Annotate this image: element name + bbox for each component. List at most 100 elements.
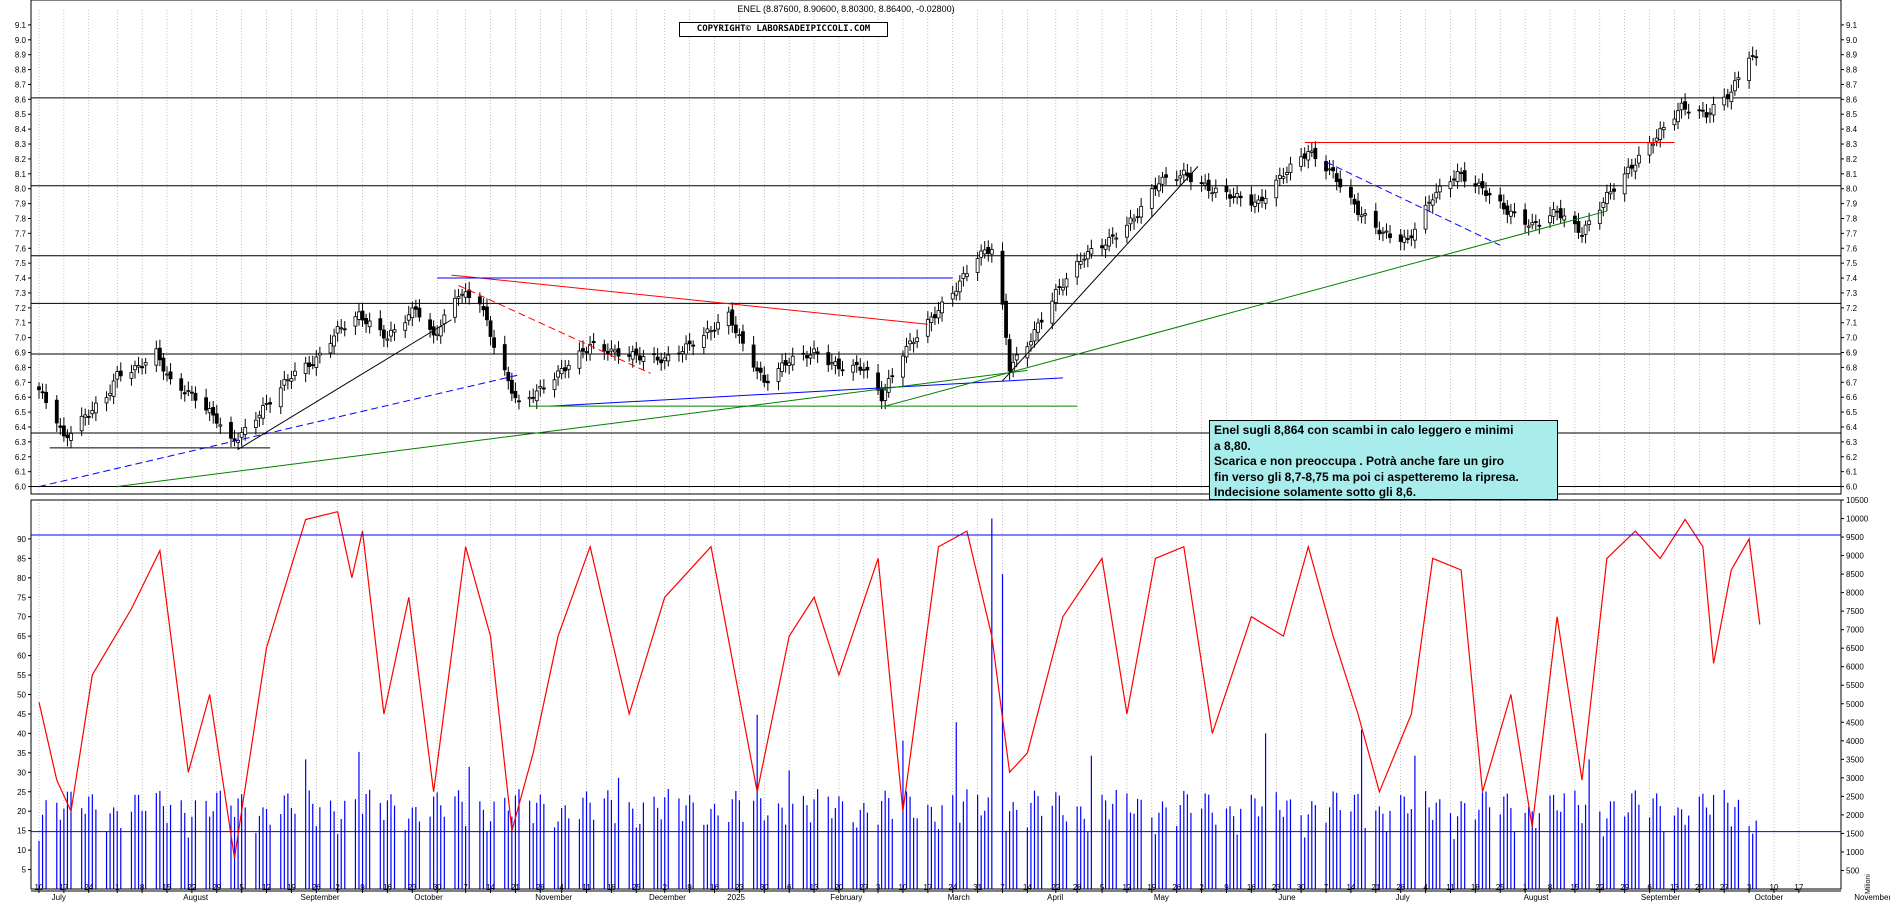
candle-body [1381, 231, 1385, 234]
volume-tick-label: 500 [1846, 866, 1860, 875]
volume-tick-label: 9500 [1846, 533, 1864, 542]
candle-body [229, 421, 233, 439]
candle-body [790, 355, 795, 366]
price-tick-label-right: 7.0 [1846, 334, 1858, 343]
candle-body [627, 354, 632, 357]
candle-body [392, 329, 397, 333]
candle-body [901, 355, 905, 378]
price-tick-label-left: 8.0 [15, 185, 27, 194]
candle-body [975, 258, 980, 273]
candle-body [737, 334, 742, 337]
candle-body [666, 354, 671, 362]
candle-body [534, 390, 539, 402]
x-day-label: 21 [511, 883, 520, 892]
candle-body [37, 386, 41, 391]
candle-body [1107, 237, 1112, 247]
x-day-label: 22 [187, 883, 196, 892]
x-month-label: February [830, 893, 862, 902]
price-tick-label-right: 7.3 [1846, 289, 1858, 298]
note-line: fin verso gli 8,7-8,75 ma poi ci aspette… [1214, 469, 1519, 484]
price-tick-label-left: 9.1 [15, 21, 27, 30]
candle-body [289, 378, 294, 382]
x-day-label: 26 [312, 883, 321, 892]
candle-body [961, 273, 966, 279]
candle-body [538, 386, 543, 389]
candle-body [509, 379, 514, 394]
candle-body [1384, 230, 1389, 233]
price-tick-label-left: 7.1 [15, 319, 27, 328]
x-day-label: 25 [632, 883, 641, 892]
candle-body [1501, 202, 1506, 210]
candle-body [1078, 261, 1083, 265]
candle-body [1509, 210, 1513, 217]
candle-body [630, 351, 635, 360]
candle-body [1203, 182, 1208, 186]
candle-body [410, 307, 415, 319]
price-tick-label-left: 7.0 [15, 334, 27, 343]
candle-body [108, 392, 113, 396]
candle-body [1356, 200, 1360, 215]
candle-body [413, 306, 418, 310]
candle-body [709, 330, 713, 333]
candle-body [652, 353, 656, 356]
candle-body [616, 348, 621, 357]
price-tick-label-right: 7.8 [1846, 214, 1858, 223]
candle-body [1523, 209, 1528, 225]
candle-body [1050, 300, 1055, 324]
candle-body [826, 352, 831, 366]
candle-body [876, 372, 880, 391]
candle-body [1597, 209, 1602, 224]
candle-body [261, 405, 265, 419]
x-month-label: July [52, 893, 66, 902]
candle-body [1206, 179, 1211, 191]
price-tick-label-right: 8.8 [1846, 66, 1858, 75]
price-tick-label-right: 6.8 [1846, 363, 1858, 372]
candle-body [317, 352, 322, 356]
candle-body [1135, 216, 1140, 219]
candle-body [481, 306, 486, 311]
candle-body [403, 322, 408, 331]
candle-body [787, 362, 792, 366]
candle-body [1181, 169, 1186, 176]
candle-body [1053, 289, 1058, 303]
trend-line [458, 285, 651, 374]
candle-body [1608, 191, 1613, 195]
candle-body [129, 372, 134, 379]
price-tick-label-right: 6.7 [1846, 378, 1858, 387]
candle-body [1732, 80, 1737, 92]
oscillator-tick-label: 30 [17, 768, 26, 777]
candle-body [613, 349, 617, 353]
candle-body [1139, 205, 1144, 218]
x-day-label: 23 [1272, 883, 1281, 892]
price-tick-label-right: 7.2 [1846, 304, 1858, 313]
x-day-label: 18 [1471, 883, 1480, 892]
candle-body [1587, 220, 1592, 225]
candle-body [765, 380, 770, 384]
candle-body [285, 379, 290, 382]
price-tick-label-right: 8.9 [1846, 51, 1858, 60]
candle-body [332, 335, 336, 347]
price-tick-label-left: 8.9 [15, 51, 27, 60]
candle-body [307, 362, 312, 368]
candle-body [1306, 151, 1311, 161]
candle-body [755, 367, 760, 372]
x-month-label: 2025 [727, 893, 745, 902]
price-tick-label-left: 6.4 [15, 423, 27, 432]
candle-body [950, 292, 955, 300]
price-tick-label-right: 8.5 [1846, 110, 1858, 119]
oscillator-tick-label: 45 [17, 710, 26, 719]
candle-body [1480, 181, 1485, 189]
candle-body [1654, 137, 1659, 142]
price-tick-label-left: 6.1 [15, 468, 27, 477]
price-tick-label-right: 7.4 [1846, 274, 1858, 283]
x-day-label: 11 [1446, 883, 1455, 892]
candle-body [453, 297, 457, 318]
candle-body [428, 319, 432, 330]
x-day-label: 7 [1000, 883, 1005, 892]
candle-body [442, 314, 447, 325]
candle-body [133, 365, 137, 371]
candle-body [911, 341, 916, 345]
candle-body [1178, 175, 1183, 179]
candle-body [79, 415, 84, 432]
